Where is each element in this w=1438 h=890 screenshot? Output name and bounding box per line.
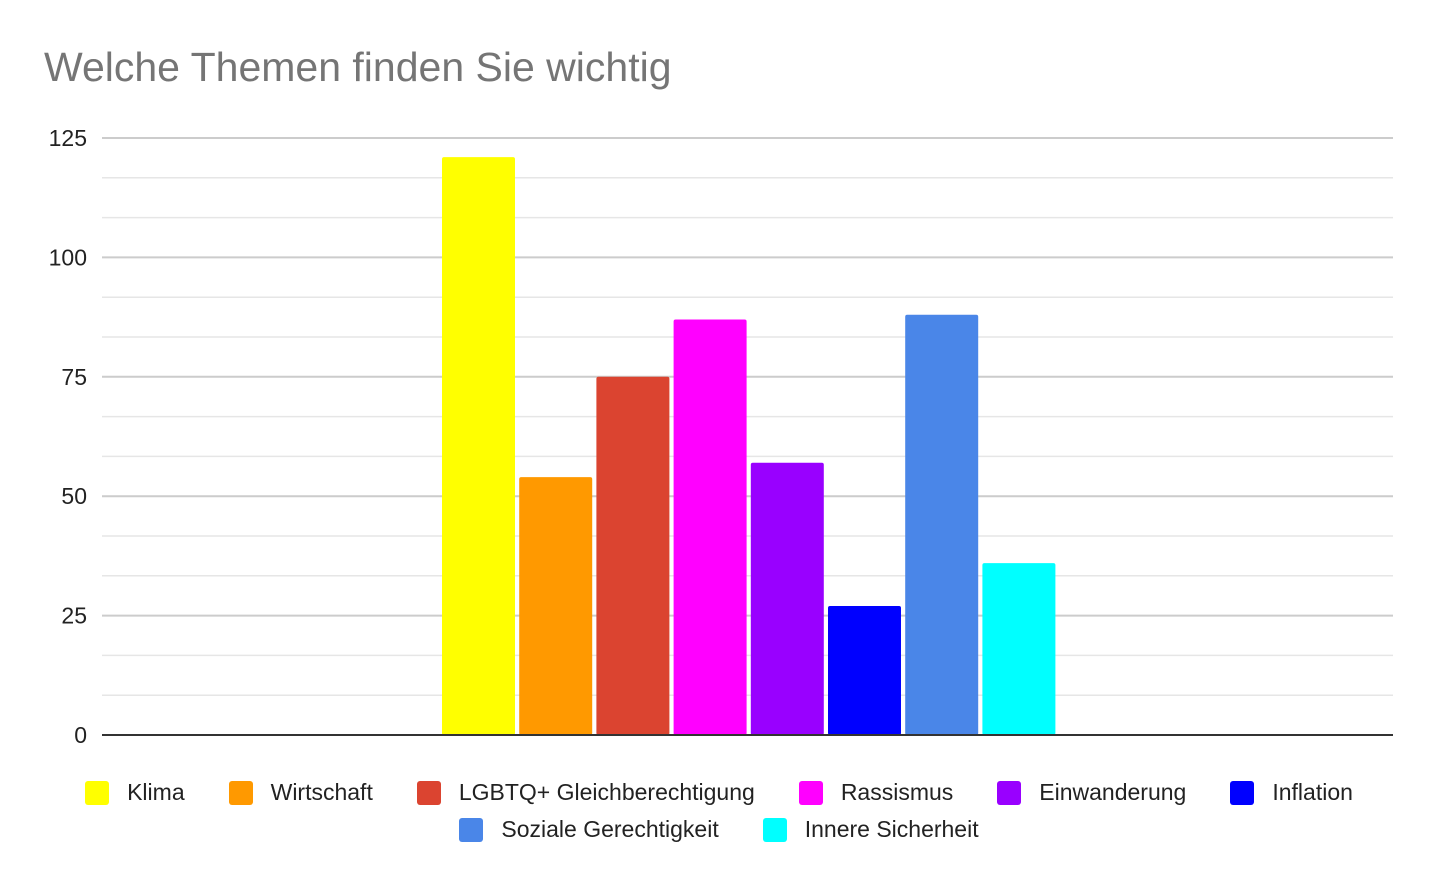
legend-item: LGBTQ+ Gleichberechtigung bbox=[416, 779, 755, 806]
bar-klima bbox=[442, 157, 515, 735]
bar-inflation bbox=[828, 606, 901, 735]
y-tick-label: 0 bbox=[74, 722, 87, 748]
bar-rassismus bbox=[673, 319, 747, 735]
legend-label: Klima bbox=[127, 779, 185, 805]
legend-item: Soziale Gerechtigkeit bbox=[459, 816, 719, 843]
legend-label: Wirtschaft bbox=[270, 779, 373, 805]
legend-label: Inflation bbox=[1272, 779, 1353, 805]
legend-item: Wirtschaft bbox=[228, 779, 373, 806]
legend-continued: Soziale Gerechtigkeit Innere Sicherheit bbox=[0, 816, 1438, 843]
bar-lgbtq-gleichberechtigung bbox=[596, 376, 670, 735]
bar-einwanderung bbox=[750, 462, 824, 735]
y-tick-label: 125 bbox=[49, 125, 87, 151]
chart-title: Welche Themen finden Sie wichtig bbox=[44, 44, 672, 90]
bar-wirtschaft bbox=[519, 477, 593, 735]
legend-swatch bbox=[85, 780, 110, 805]
legend-swatch bbox=[228, 780, 253, 805]
legend-swatch bbox=[997, 780, 1022, 805]
legend-item: Innere Sicherheit bbox=[762, 816, 979, 843]
y-axis-ticks: 0 25 50 75 100 125 bbox=[49, 125, 87, 748]
y-tick-label: 100 bbox=[49, 244, 87, 270]
y-tick-label: 25 bbox=[61, 603, 87, 629]
legend-label: LGBTQ+ Gleichberechtigung bbox=[458, 779, 755, 805]
legend-label: Innere Sicherheit bbox=[804, 816, 979, 842]
y-tick-label: 50 bbox=[61, 483, 87, 509]
legend-swatch bbox=[798, 780, 823, 805]
legend-swatch bbox=[459, 817, 484, 842]
legend-item: Klima bbox=[85, 779, 185, 806]
legend-item: Einwanderung bbox=[997, 779, 1186, 806]
bar-innere-sicherheit bbox=[982, 563, 1056, 735]
legend-label: Rassismus bbox=[840, 779, 954, 805]
legend-label: Soziale Gerechtigkeit bbox=[501, 816, 719, 842]
legend-swatch bbox=[1230, 780, 1255, 805]
legend-item: Rassismus bbox=[798, 779, 954, 806]
gridlines bbox=[102, 137, 1393, 696]
legend-swatch bbox=[762, 817, 787, 842]
legend-item: Inflation bbox=[1230, 779, 1353, 806]
bar-soziale-gerechtigkeit bbox=[905, 314, 979, 735]
bars bbox=[442, 157, 1056, 735]
y-tick-label: 75 bbox=[61, 364, 87, 390]
legend-label: Einwanderung bbox=[1039, 779, 1187, 805]
legend: Klima Wirtschaft LGBTQ+ Gleichberechtigung… bbox=[0, 779, 1438, 806]
legend-swatch bbox=[416, 780, 441, 805]
